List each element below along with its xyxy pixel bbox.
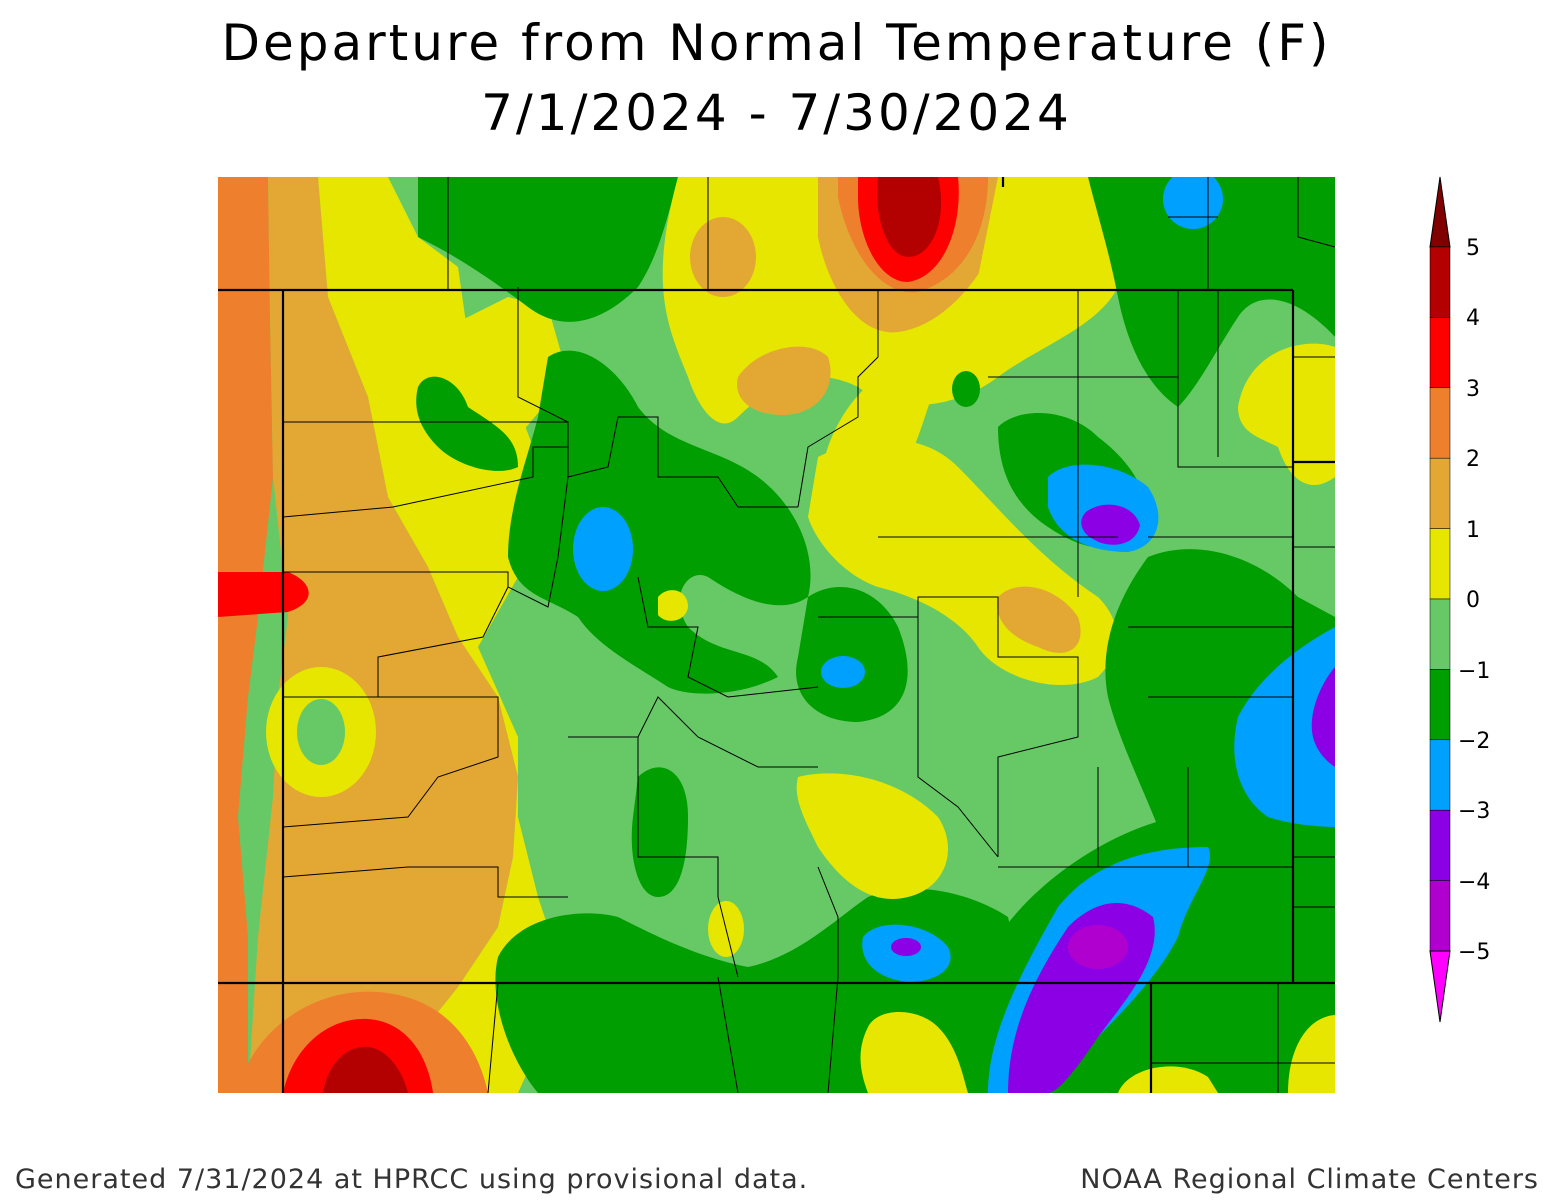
contour-west-green-1 — [416, 376, 518, 471]
legend-tick-label: 1 — [1466, 518, 1480, 543]
legend-top-arrow — [1429, 176, 1451, 248]
legend-bin — [1429, 880, 1451, 952]
contour-central-blue — [573, 507, 633, 591]
contour-fne-yellow — [1238, 343, 1335, 486]
source-credit: NOAA Regional Climate Centers — [1080, 1164, 1539, 1195]
contour-se-yellow2 — [1288, 1015, 1335, 1093]
legend-tick-label: 4 — [1466, 306, 1480, 331]
contour-ne-yellow — [818, 177, 1092, 507]
legend-tick-label: −4 — [1458, 870, 1490, 895]
map-title: Departure from Normal Temperature (F) — [221, 14, 1332, 72]
contour-center-1to2 — [997, 586, 1081, 653]
legend-tick-label: −3 — [1458, 799, 1490, 824]
legend-tick-label: 2 — [1466, 447, 1480, 472]
contour-se-magenta — [1068, 925, 1128, 969]
legend-bottom-arrow — [1429, 950, 1451, 1023]
contour-west-red — [218, 572, 309, 617]
legend-bin — [1429, 387, 1451, 459]
contour-sc-purple — [891, 938, 921, 956]
contour-ne-purple — [1081, 504, 1140, 545]
contour-nc-1to2-b — [737, 346, 831, 416]
contour-west-1to2 — [248, 177, 518, 1093]
contour-north-green — [418, 177, 678, 322]
legend-tick-label: 3 — [1466, 377, 1480, 402]
contour-central-green — [508, 350, 811, 694]
map-date-range: 7/1/2024 - 7/30/2024 — [481, 84, 1072, 142]
legend-bin — [1429, 598, 1451, 670]
temperature-departure-map — [218, 177, 1335, 1093]
legend-bin — [1429, 528, 1451, 600]
generated-note: Generated 7/31/2024 at HPRCC using provi… — [15, 1164, 809, 1195]
contour-ncpeak-4to5 — [877, 177, 942, 257]
contour-se-yellow — [1118, 1066, 1218, 1093]
contour-sc-yellow3 — [860, 1012, 968, 1093]
legend-bin — [1429, 317, 1451, 389]
contour-sw-4to5 — [323, 1046, 408, 1093]
legend-bin — [1429, 246, 1451, 318]
contour-sc-yellow — [796, 773, 948, 899]
contour-west-2to3 — [218, 177, 273, 1093]
contour-central-yellow-small — [658, 590, 688, 621]
color-legend: 5 4 3 2 1 0 −1 −2 −3 −4 −5 — [1429, 176, 1490, 1023]
legend-tick-label: −5 — [1458, 940, 1490, 965]
contour-central-green2 — [796, 587, 908, 722]
contour-nc-1to2-a — [690, 217, 756, 297]
legend-bin — [1429, 669, 1451, 741]
contour-fne-green — [1088, 177, 1335, 407]
legend-tick-label: −2 — [1458, 729, 1490, 754]
legend-tick-label: 0 — [1466, 588, 1480, 613]
county-lines — [282, 177, 1335, 1093]
legend-tick-label: −1 — [1458, 659, 1490, 684]
contour-east-blue — [1234, 627, 1335, 827]
legend-bin — [1429, 457, 1451, 529]
legend-tick-label: 5 — [1466, 236, 1480, 261]
legend-bin — [1429, 809, 1451, 881]
legend-bin — [1429, 739, 1451, 811]
contour-west-green-center — [297, 699, 345, 765]
contour-sc-green2 — [631, 767, 688, 897]
contour-east-green — [1105, 549, 1335, 977]
contour-east-purple — [1311, 667, 1335, 767]
contour-central-blue2 — [821, 656, 865, 688]
contour-ne-small-green — [952, 371, 980, 407]
